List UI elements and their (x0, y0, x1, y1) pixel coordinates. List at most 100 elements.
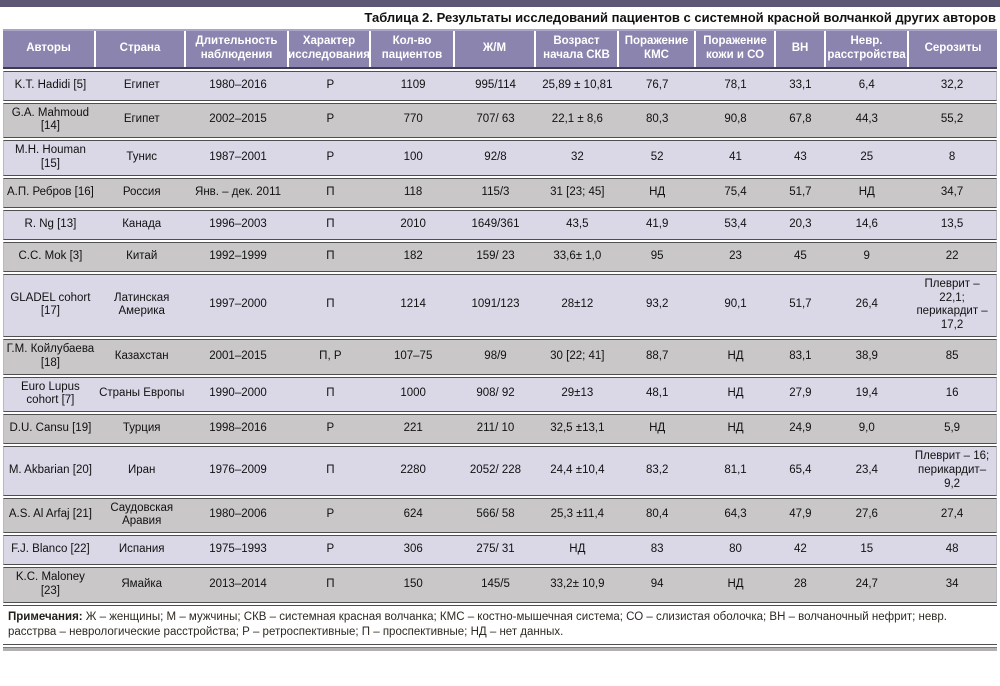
cell: 275/ 31 (476, 543, 515, 556)
cell: 107–75 (393, 349, 433, 362)
cell: 51,7 (789, 185, 812, 198)
cell: 23,4 (855, 463, 878, 476)
author-cell: F.J. Blanco [22] (11, 543, 90, 556)
author-cell: Euro Lupus cohort [7] (20, 380, 80, 407)
cell: Китай (126, 249, 158, 262)
cell: Турция (122, 422, 161, 435)
cell: 182 (403, 249, 423, 262)
table-body: K.T. Hadidi [5] Египет 1980–2016 Р 1109 995/1… (3, 70, 997, 603)
column-header: Поражение КМС (619, 31, 696, 67)
cell: 32 (570, 151, 584, 164)
cell: 1990–2000 (209, 387, 267, 400)
cell: 51,7 (789, 298, 812, 311)
cell: 159/ 23 (476, 249, 515, 262)
cell: 707/ 63 (476, 113, 515, 126)
cell: Латинская Америка (114, 291, 170, 318)
cell: 88,7 (645, 349, 669, 362)
table-row: A.S. Al Arfaj [21] Саудовская Аравия 1980–… (3, 497, 997, 534)
cell: Р (326, 113, 335, 126)
column-header: Длительность наблюдения (186, 31, 289, 67)
cell: 27,6 (855, 508, 878, 521)
cell: 28 (793, 578, 807, 591)
cell: 93,2 (645, 298, 669, 311)
cell: 53,4 (724, 217, 747, 230)
cell: 44,3 (855, 113, 878, 126)
cell: 1649/361 (471, 217, 520, 230)
table-notes: Примечания: Ж – женщины; М – мужчины; СК… (3, 604, 997, 645)
cell: 2280 (400, 463, 426, 476)
cell: 2013–2014 (209, 578, 267, 591)
column-header: Характер исследования (288, 31, 371, 67)
cell: 92/8 (484, 151, 507, 164)
cell: 31 [23; 45] (550, 185, 605, 198)
table-row: Г.М. Койлубаева [18] Казахстан 2001–2015 П,… (3, 338, 997, 375)
cell: 1996–2003 (209, 217, 267, 230)
cell: 100 (403, 151, 423, 164)
cell: Плеврит – 22,1; перикардит – 17,2 (916, 277, 988, 332)
cell: 76,7 (645, 78, 669, 91)
cell: П (326, 217, 335, 230)
cell: Страны Европы (99, 387, 185, 400)
cell: НД (727, 349, 744, 362)
notes-text: Ж – женщины; М – мужчины; СКВ – системна… (8, 610, 947, 638)
cell: 1000 (400, 387, 426, 400)
cell: 85 (945, 349, 959, 362)
cell: 28±12 (561, 298, 594, 311)
cell: 29±13 (561, 387, 594, 400)
cell: П (326, 185, 335, 198)
table-row: D.U. Cansu [19] Турция 1998–2016 Р 221 211/ 1… (3, 414, 997, 445)
cell: 9,0 (858, 422, 875, 435)
cell: Египет (123, 113, 160, 126)
cell: 624 (403, 508, 423, 521)
cell: Р (326, 151, 335, 164)
column-header: ВН (776, 31, 826, 67)
column-header: Авторы (3, 31, 96, 67)
cell: 566/ 58 (476, 508, 515, 521)
column-header: Страна (96, 31, 186, 67)
table-row: M. Akbarian [20] Иран 1976–2009 П 2280 2052/ … (3, 446, 997, 496)
cell: 1980–2016 (209, 78, 267, 91)
cell: 25 (860, 151, 874, 164)
cell: Р (326, 78, 335, 91)
cell: 19,4 (855, 387, 878, 400)
cell: 33,2± 10,9 (550, 578, 605, 591)
cell: 1975–1993 (209, 543, 267, 556)
page-top-bar (0, 0, 1000, 7)
cell: 1980–2006 (209, 508, 267, 521)
cell: Плеврит – 16; перикардит–9,2 (914, 450, 990, 490)
cell: 78,1 (724, 78, 747, 91)
cell: НД (649, 185, 666, 198)
author-cell: G.A. Mahmoud [14] (11, 106, 90, 133)
cell: 55,2 (940, 113, 964, 126)
author-cell: A.S. Al Arfaj [21] (8, 508, 92, 521)
author-cell: C.C. Mok [3] (18, 249, 83, 262)
cell: НД (727, 422, 744, 435)
table-title: Таблица 2. Результаты исследований пацие… (364, 10, 996, 25)
cell: 1997–2000 (209, 298, 267, 311)
cell: Испания (118, 543, 165, 556)
cell: Россия (122, 185, 161, 198)
column-header: Невр. расстройства (826, 31, 909, 67)
table-row: R. Ng [13] Канада 1996–2003 П 2010 1649/361 43… (3, 209, 997, 240)
cell: 23 (729, 249, 742, 262)
cell: 16 (945, 387, 959, 400)
cell: Р (326, 422, 335, 435)
cell: 48,1 (645, 387, 669, 400)
cell: 150 (403, 578, 423, 591)
cell: 43,5 (566, 217, 589, 230)
cell: 33,1 (789, 78, 812, 91)
cell: 90,8 (724, 113, 747, 126)
cell: 908/ 92 (476, 387, 515, 400)
cell: 1976–2009 (209, 463, 267, 476)
cell: 5,9 (944, 422, 961, 435)
cell: 25,89 ± 10,81 (542, 78, 613, 91)
cell: 98/9 (484, 349, 507, 362)
cell: 41 (729, 151, 742, 164)
cell: П (326, 298, 335, 311)
cell: 42 (793, 543, 807, 556)
cell: НД (649, 422, 666, 435)
cell: 64,3 (724, 508, 747, 521)
notes-label: Примечания: (8, 610, 83, 623)
cell: 221 (403, 422, 423, 435)
cell: 47,9 (789, 508, 812, 521)
